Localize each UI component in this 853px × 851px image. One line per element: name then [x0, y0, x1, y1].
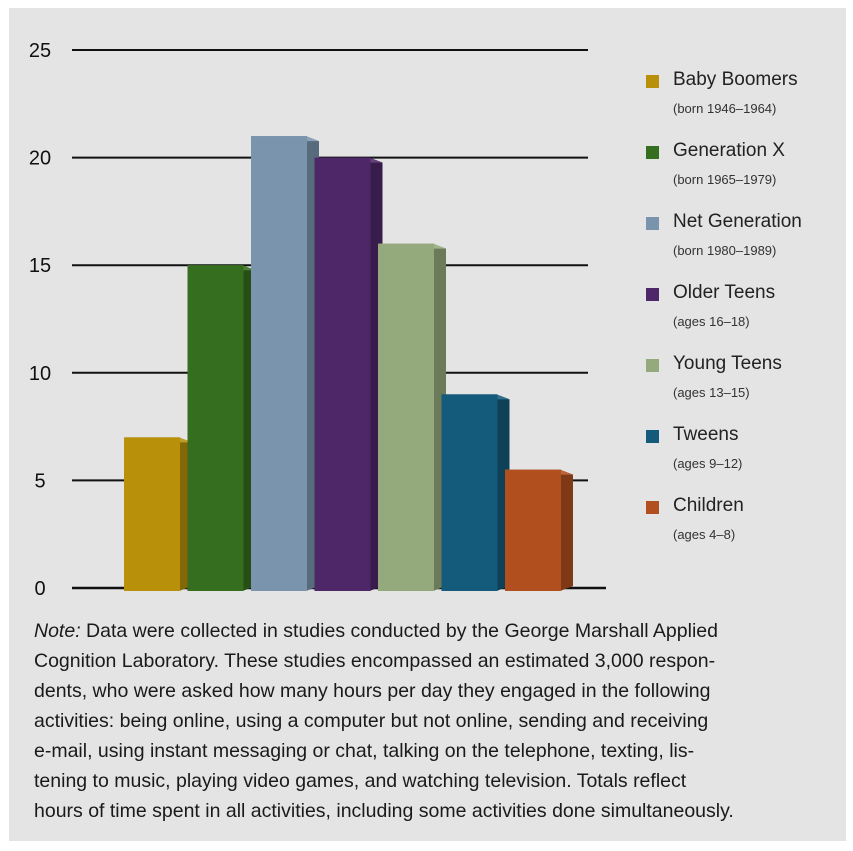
legend-swatch [646, 359, 659, 372]
legend-swatch [646, 430, 659, 443]
bar-young-teens [378, 243, 446, 591]
legend-item-baby-boomers: Baby Boomers (born 1946–1964) [646, 66, 846, 137]
legend-item-older-teens: Older Teens (ages 16–18) [646, 279, 846, 350]
legend-sublabel: (born 1946–1964) [673, 101, 777, 116]
legend-label: Young Teens [673, 353, 782, 374]
legend: Baby Boomers (born 1946–1964) Generation… [646, 66, 846, 563]
y-tick-label: 20 [29, 148, 51, 170]
note-line: activities: being online, using a comput… [34, 710, 709, 732]
bar-baby-boomers [124, 437, 192, 591]
legend-label: Baby Boomers [673, 69, 798, 90]
y-tick-label: 25 [29, 40, 51, 62]
note-label: Note: [34, 620, 81, 642]
note-line: dents, who were asked how many hours per… [34, 680, 711, 702]
legend-sublabel: (ages 9–12) [673, 456, 743, 471]
legend-swatch [646, 288, 659, 301]
note-text: Data were collected in studies conducted… [80, 620, 718, 642]
note-line: e-mail, using instant messaging or chat,… [34, 740, 695, 762]
legend-label: Generation X [673, 140, 785, 161]
legend-label: Tweens [673, 424, 739, 445]
legend-item-young-teens: Young Teens (ages 13–15) [646, 350, 846, 421]
note-line: Cognition Laboratory. These studies enco… [34, 650, 716, 672]
bar-generation-x [187, 265, 256, 591]
legend-label: Net Generation [673, 211, 802, 232]
y-tick-label: 15 [29, 255, 51, 277]
chart-note: Note: Data were collected in studies con… [34, 616, 853, 826]
y-tick-label: 10 [29, 363, 51, 385]
note-line: hours of time spent in all activities, i… [34, 800, 734, 822]
legend-swatch [646, 217, 659, 230]
legend-sublabel: (ages 16–18) [673, 314, 750, 329]
bar-older-teens [314, 157, 383, 591]
bar-chart: 0 5 10 15 20 25 [29, 40, 606, 600]
legend-item-children: Children (ages 4–8) [646, 492, 846, 563]
legend-sublabel: (ages 13–15) [673, 385, 750, 400]
legend-sublabel: (born 1965–1979) [673, 172, 777, 187]
legend-item-net-generation: Net Generation (born 1980–1989) [646, 208, 846, 279]
legend-label: Older Teens [673, 282, 776, 303]
legend-label: Children [673, 495, 744, 516]
legend-item-tweens: Tweens (ages 9–12) [646, 421, 846, 492]
bar-net-generation [251, 136, 319, 591]
note-line: tening to music, playing video games, an… [34, 770, 687, 792]
legend-sublabel: (ages 4–8) [673, 527, 736, 542]
legend-sublabel: (born 1980–1989) [673, 243, 777, 258]
legend-swatch [646, 75, 659, 88]
legend-swatch [646, 501, 659, 514]
bar-tweens [441, 394, 510, 591]
y-tick-label: 0 [34, 578, 45, 600]
legend-item-generation-x: Generation X (born 1965–1979) [646, 137, 846, 208]
bar-children [505, 469, 573, 591]
note-line: Note: Data were collected in studies con… [34, 616, 853, 646]
legend-swatch [646, 146, 659, 159]
y-tick-label: 5 [34, 470, 45, 492]
